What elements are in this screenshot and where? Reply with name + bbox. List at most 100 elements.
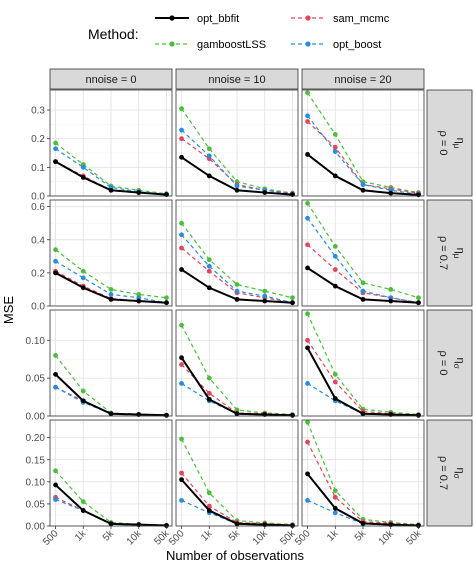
data-point-opt_bbfit [206, 508, 212, 513]
panel-border [49, 309, 173, 417]
data-point-opt_bbfit [108, 296, 114, 302]
legend-label: sam_mcmc [333, 13, 390, 25]
data-point-opt_bbfit [290, 300, 295, 306]
series-opt_bbfit [305, 265, 421, 306]
row-strip-2: ρ = 0 ησ [426, 309, 473, 417]
data-point-gamboostLSS [179, 436, 184, 442]
data-point-opt_bbfit [108, 187, 114, 193]
data-point-opt_boost [179, 232, 184, 238]
data-point-opt_boost [53, 384, 58, 390]
data-point-opt_bbfit [416, 192, 421, 198]
series-line-gamboostLSS [181, 222, 293, 299]
data-point-gamboostLSS [305, 419, 310, 425]
data-point-gamboostLSS [53, 140, 58, 146]
row-strips: ρ = 0 ημρ = 0.7 ημρ = 0 ησρ = 0.7 ησ [426, 89, 473, 527]
data-point-opt_bbfit [416, 523, 421, 528]
y-tick-label: 0.1 [31, 163, 45, 174]
data-point-opt_boost [332, 149, 338, 154]
panel-r0-c2 [301, 89, 425, 198]
data-point-opt_boost [234, 288, 240, 294]
data-point-gamboostLSS [136, 292, 142, 297]
column-strip-label: nnoise = 20 [334, 74, 391, 86]
series-opt_bbfit [179, 154, 295, 197]
row-strip-bg [426, 199, 473, 307]
data-point-opt_bbfit [80, 508, 86, 513]
panel-r0-c0 [49, 89, 173, 197]
data-point-gamboostLSS [179, 220, 184, 226]
panel-r2-c1 [175, 309, 299, 418]
data-point-opt_bbfit [136, 298, 142, 304]
column-strip-label: nnoise = 10 [208, 74, 265, 86]
data-point-gamboostLSS [290, 295, 295, 301]
data-point-opt_bbfit [332, 173, 338, 179]
column-strip-0: nnoise = 0 [49, 68, 173, 90]
data-point-sam_mcmc [179, 470, 184, 476]
row-strip-param-label: ημ [452, 138, 466, 149]
y-tick-label: 0.20 [26, 433, 46, 444]
panel-r3-c0 [49, 419, 173, 528]
data-point-opt_boost [179, 127, 184, 133]
legend-key-point [169, 41, 175, 47]
y-axis-row-3: 0.00 0.05 0.10 0.15 0.20 [26, 433, 50, 533]
data-point-opt_boost [360, 288, 366, 294]
data-point-opt_bbfit [136, 190, 142, 195]
data-point-sam_mcmc [179, 136, 184, 142]
row-strip-bg [426, 89, 473, 197]
data-point-sam_mcmc [305, 242, 310, 248]
row-strip-bg [426, 419, 473, 527]
series-line-gamboostLSS [307, 202, 419, 299]
legend-entry-opt_bbfit: opt_bbfit [155, 13, 239, 25]
legend-label: opt_boost [333, 39, 381, 51]
row-strip-rho-label: ρ = 0.7 [437, 236, 449, 270]
legend-entry-gamboostLSS: gamboostLSS [155, 39, 266, 51]
x-axis-col-1: 500 1k 5k 10k 50k [167, 526, 298, 548]
data-point-gamboostLSS [332, 243, 338, 249]
legend: Method: opt_bbfit sam_mcmc gamboostLSS opt_… [88, 13, 390, 51]
data-point-opt_bbfit [53, 270, 58, 276]
data-point-opt_bbfit [164, 523, 169, 528]
panel-border [49, 89, 173, 197]
row-strip-param-subscript: μ [452, 254, 461, 259]
data-point-gamboostLSS [305, 200, 310, 206]
panel-border [175, 89, 299, 197]
series-gamboostLSS [179, 220, 295, 301]
data-point-opt_bbfit [262, 190, 268, 195]
data-point-opt_bbfit [179, 154, 184, 160]
y-tick-label: 0.05 [26, 374, 46, 385]
x-tick-label: 5k [227, 528, 243, 544]
y-axis-row-2: 0.00 0.05 0.10 [26, 336, 50, 423]
data-point-gamboostLSS [206, 257, 212, 263]
y-tick-label: 0.00 [26, 522, 46, 533]
panels [49, 89, 425, 528]
data-point-gamboostLSS [53, 247, 58, 253]
row-strip-param-label: ησ [452, 357, 466, 368]
data-point-opt_bbfit [305, 345, 310, 351]
y-tick-label: 0.2 [31, 134, 45, 145]
row-strip-rho-label: ρ = 0 [437, 351, 449, 376]
column-strip-2: nnoise = 20 [301, 68, 425, 90]
data-point-opt_boost [136, 295, 142, 301]
data-point-opt_bbfit [360, 520, 366, 526]
data-point-gamboostLSS [332, 132, 338, 137]
y-axes: 0.00.10.20.30.00.20.40.60.000.050.100.00… [26, 106, 50, 533]
column-strip-bg [49, 68, 173, 90]
data-point-opt_boost [206, 153, 212, 159]
row-strip-param-subscript: μ [452, 144, 461, 149]
x-axis-title: Number of observations [166, 548, 305, 563]
legend-label: opt_bbfit [197, 13, 239, 25]
x-tick-label: 500 [167, 528, 187, 548]
data-point-opt_bbfit [108, 521, 114, 527]
data-point-gamboostLSS [80, 388, 86, 394]
y-tick-label: 0.3 [31, 106, 45, 117]
data-point-opt_bbfit [416, 300, 421, 306]
column-strip-bg [175, 68, 299, 90]
panel-r3-c1 [175, 419, 299, 528]
series-line-opt_boost [307, 115, 419, 195]
data-point-opt_boost [53, 258, 58, 264]
data-point-opt_bbfit [164, 412, 169, 418]
data-point-opt_bbfit [80, 174, 86, 180]
x-axis-col-0: 500 1k 5k 10k 50k [41, 526, 172, 548]
data-point-opt_boost [332, 253, 338, 259]
row-strip-0: ρ = 0 ημ [426, 89, 473, 197]
